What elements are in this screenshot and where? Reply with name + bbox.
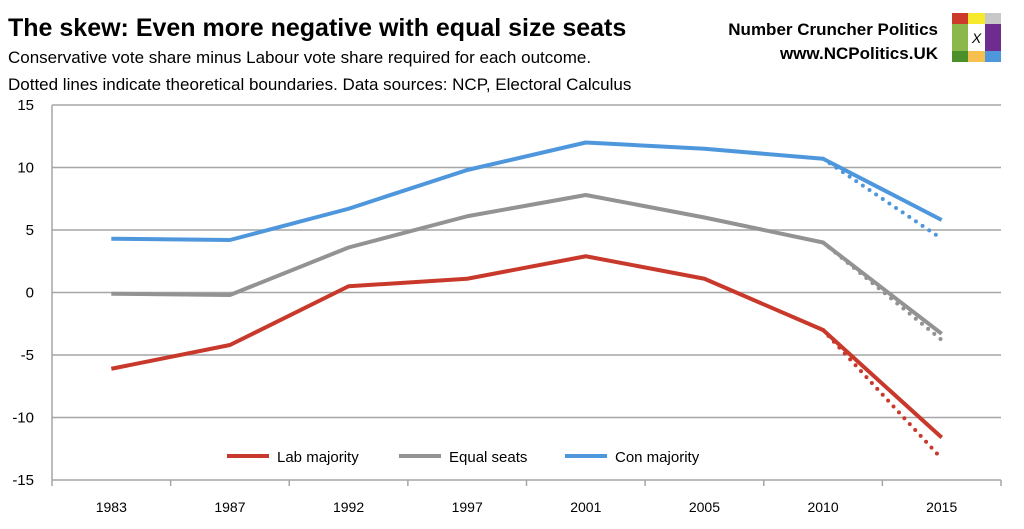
x-tick-label: 1997 <box>452 499 483 515</box>
logo-tile <box>952 13 969 24</box>
logo-tile <box>968 51 985 62</box>
chart-subtitle: Conservative vote share minus Labour vot… <box>8 48 592 67</box>
logo-tile <box>984 13 1001 24</box>
logo-tile <box>952 51 969 62</box>
x-tick-label: 1992 <box>333 499 364 515</box>
y-tick-label: 15 <box>17 97 34 114</box>
dotted-boundary-line <box>821 156 944 241</box>
series-line <box>111 193 943 336</box>
chart-title: The skew: Even more negative with equal … <box>8 14 627 42</box>
x-tick-label: 1987 <box>214 499 245 515</box>
ncp-logo: X <box>952 13 1001 62</box>
brand-url[interactable]: www.NCPolitics.UK <box>779 44 938 63</box>
logo-tile <box>984 24 1001 51</box>
series-line <box>111 140 943 242</box>
logo-tile <box>984 51 1001 62</box>
x-tick-label: 2005 <box>689 499 720 515</box>
y-tick-label: -5 <box>21 347 34 364</box>
x-tick-label: 2001 <box>570 499 601 515</box>
y-tick-label: 0 <box>26 285 34 302</box>
dotted-boundary-line <box>821 328 944 461</box>
legend-label: Con majority <box>615 449 700 466</box>
brand: Number Cruncher Politics www.NCPolitics.… <box>728 18 938 66</box>
logo-tile <box>968 13 985 24</box>
y-tick-label: -10 <box>12 410 34 427</box>
logo-tile <box>952 24 969 51</box>
y-tick-label: 5 <box>26 222 34 239</box>
legend-label: Equal seats <box>449 449 527 466</box>
logo-tile: X <box>968 24 985 51</box>
legend-label: Lab majority <box>277 449 359 466</box>
y-tick-label: 10 <box>17 160 34 177</box>
x-tick-label: 1983 <box>96 499 127 515</box>
y-tick-label: -15 <box>12 472 34 489</box>
series-line <box>110 254 944 439</box>
x-tick-label: 2010 <box>807 499 838 515</box>
x-tick-label: 2015 <box>926 499 957 515</box>
brand-name: Number Cruncher Politics <box>728 20 938 39</box>
chart-subtitle-sources: Dotted lines indicate theoretical bounda… <box>8 75 632 94</box>
